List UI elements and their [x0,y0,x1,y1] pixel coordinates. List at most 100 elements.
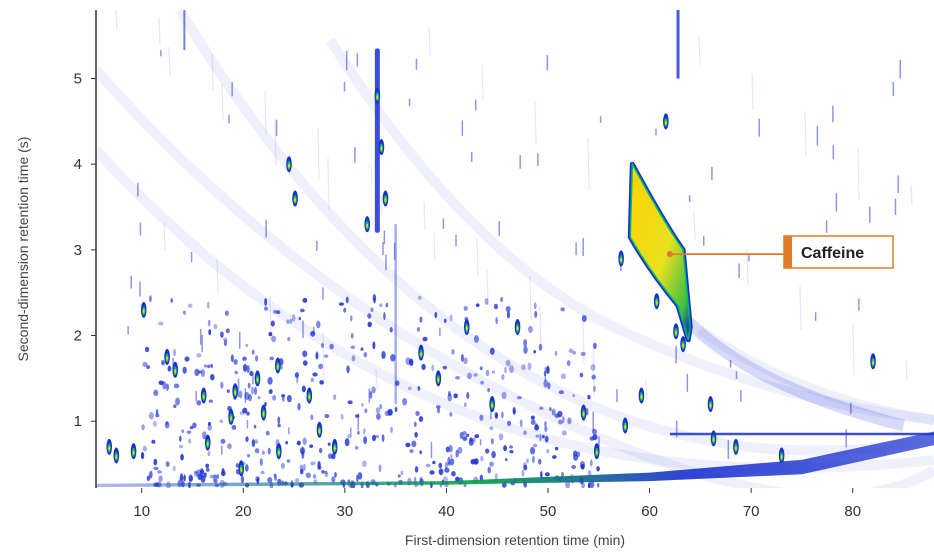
y-tick-label-5: 5 [74,71,82,88]
speckle-337 [507,420,512,427]
speckle-400 [187,303,193,308]
speckle-415 [395,380,400,386]
speckle-89 [587,394,591,400]
speckle-321 [438,462,443,469]
peak-13 [275,357,281,374]
speckle-384 [338,302,345,306]
speckle-405 [405,442,411,448]
speckle-107 [216,474,220,479]
peak-28 [514,318,521,335]
speckle-499 [213,323,218,330]
speckle-360 [591,374,596,380]
speckle-514 [436,407,441,414]
speckle-475 [299,464,304,471]
speckle-260 [208,329,212,336]
speckle-232 [153,466,159,470]
peak-23 [382,190,389,207]
peak-core [491,403,494,408]
speckle-197 [530,415,535,420]
speckle-287 [350,345,356,349]
speckle-284 [491,370,496,374]
speckle-156 [434,311,438,319]
speckle-324 [157,470,162,474]
speckle-382 [506,310,511,319]
speckle-214 [421,363,426,370]
haze-dash-26 [693,211,696,241]
speckle-413 [419,450,422,455]
peak-12 [260,404,267,421]
speckle-319 [349,315,353,322]
speckle-482 [173,404,177,409]
speckle-303 [347,400,353,405]
speckle-77 [255,355,259,362]
speckle-430 [182,310,187,315]
speckle-60 [546,448,550,454]
speckle-190 [566,360,571,367]
speckle-372 [448,444,453,453]
speckle-112 [253,424,257,429]
peak-core [872,360,874,365]
speckle-268 [419,316,423,323]
speckle-13 [523,430,527,436]
speckle-262 [537,458,542,465]
speckle-329 [173,383,180,389]
peak-core [333,446,336,451]
speckle-254 [354,445,359,450]
haze-dash-34 [317,127,320,181]
speckle-187 [466,392,470,400]
speckle-0 [364,408,368,413]
speckle-509 [182,366,187,374]
peak-5 [172,361,179,378]
speckle-479 [267,377,273,385]
speckle-511 [220,470,226,477]
speckle-498 [209,474,214,479]
x-axis-title: First-dimension retention time (min) [405,532,625,548]
peak-36 [673,323,679,340]
speckle-334 [357,430,360,435]
peak-1 [113,447,120,464]
peak-core [318,429,321,434]
speckle-493 [279,365,283,370]
speckle-105 [500,296,504,303]
speckle-272 [205,467,210,472]
speckle-313 [593,342,597,350]
x-tick-label-30: 30 [337,503,354,520]
speckle-338 [196,400,202,406]
peak-core [437,377,440,383]
peak-41 [778,447,785,464]
peak-core [256,377,259,383]
speckle-52 [200,369,206,378]
speckle-310 [484,297,489,306]
speckle-180 [554,350,558,357]
speckle-304 [532,455,535,464]
speckle-256 [296,440,301,446]
peak-16 [292,190,298,207]
peak-25 [435,370,442,387]
haze-dash-5 [380,194,383,216]
peak-40 [733,438,739,455]
speckle-513 [451,470,456,477]
haze-dash-11 [698,36,701,66]
speckle-201 [489,426,494,430]
speckle-392 [473,373,478,377]
peak-39 [710,430,717,447]
peak-35 [663,113,669,130]
speckle-113 [438,468,444,476]
speckle-437 [270,320,275,327]
haze-dash-15 [910,184,913,206]
speckle-370 [494,412,499,418]
y-tick-label-1: 1 [74,413,82,430]
speckle-213 [240,475,245,484]
peak-42 [870,353,876,370]
haze-dash-1 [168,46,171,76]
speckle-477 [435,405,441,409]
speckle-58 [179,473,184,482]
speckle-317 [181,429,185,433]
speckle-442 [312,372,318,377]
peak-core [640,394,643,400]
speckle-362 [260,470,265,475]
x-tick-label-60: 60 [641,503,658,520]
peak-core [142,309,145,314]
peak-30 [593,443,600,460]
x-tick-label-50: 50 [540,503,557,520]
